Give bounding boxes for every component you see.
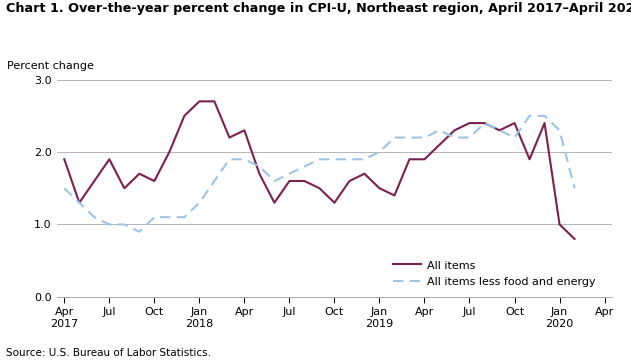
All items less food and energy <box>136 230 143 234</box>
All items less food and energy <box>481 121 488 125</box>
All items less food and energy <box>556 128 563 132</box>
All items <box>196 99 203 104</box>
All items <box>541 121 548 125</box>
All items less food and energy <box>61 186 68 190</box>
All items <box>316 186 323 190</box>
All items less food and energy <box>375 150 383 154</box>
Legend: All items, All items less food and energy: All items, All items less food and energ… <box>394 260 596 287</box>
All items less food and energy <box>435 128 443 132</box>
All items <box>375 186 383 190</box>
All items less food and energy <box>256 164 263 169</box>
All items less food and energy <box>271 179 278 183</box>
All items less food and energy <box>165 215 173 219</box>
All items <box>466 121 473 125</box>
All items less food and energy <box>211 179 218 183</box>
All items <box>451 128 458 132</box>
All items less food and energy <box>151 215 158 219</box>
All items <box>165 150 173 154</box>
All items less food and energy <box>226 157 233 161</box>
All items <box>300 179 308 183</box>
All items <box>421 157 428 161</box>
All items <box>556 222 563 227</box>
All items <box>151 179 158 183</box>
All items <box>180 114 188 118</box>
All items <box>105 157 113 161</box>
All items <box>121 186 128 190</box>
All items <box>136 172 143 176</box>
All items <box>76 201 83 205</box>
All items <box>61 157 68 161</box>
All items less food and energy <box>391 135 398 140</box>
All items <box>406 157 413 161</box>
All items less food and energy <box>196 201 203 205</box>
All items less food and energy <box>451 135 458 140</box>
All items less food and energy <box>121 222 128 227</box>
All items less food and energy <box>286 172 293 176</box>
All items <box>331 201 338 205</box>
All items <box>391 193 398 198</box>
All items <box>496 128 504 132</box>
All items <box>211 99 218 104</box>
All items <box>346 179 353 183</box>
All items less food and energy <box>331 157 338 161</box>
All items less food and energy <box>346 157 353 161</box>
Line: All items: All items <box>64 101 575 239</box>
All items less food and energy <box>541 114 548 118</box>
All items <box>271 201 278 205</box>
All items less food and energy <box>180 215 188 219</box>
Text: Percent change: Percent change <box>7 61 93 71</box>
All items less food and energy <box>105 222 113 227</box>
All items less food and energy <box>421 135 428 140</box>
All items less food and energy <box>90 215 98 219</box>
All items less food and energy <box>526 114 533 118</box>
All items <box>571 237 579 241</box>
All items <box>256 172 263 176</box>
All items less food and energy <box>571 186 579 190</box>
All items <box>435 143 443 147</box>
All items <box>481 121 488 125</box>
All items <box>526 157 533 161</box>
All items less food and energy <box>300 164 308 169</box>
All items less food and energy <box>466 135 473 140</box>
All items <box>286 179 293 183</box>
All items less food and energy <box>510 135 518 140</box>
All items less food and energy <box>240 157 248 161</box>
All items <box>510 121 518 125</box>
All items less food and energy <box>406 135 413 140</box>
All items <box>240 128 248 132</box>
All items <box>90 179 98 183</box>
All items less food and energy <box>76 201 83 205</box>
Text: Source: U.S. Bureau of Labor Statistics.: Source: U.S. Bureau of Labor Statistics. <box>6 348 211 358</box>
All items less food and energy <box>316 157 323 161</box>
All items less food and energy <box>361 157 369 161</box>
All items <box>226 135 233 140</box>
All items less food and energy <box>496 128 504 132</box>
Line: All items less food and energy: All items less food and energy <box>64 116 575 232</box>
Text: Chart 1. Over-the-year percent change in CPI-U, Northeast region, April 2017–Apr: Chart 1. Over-the-year percent change in… <box>6 2 631 15</box>
All items <box>361 172 369 176</box>
